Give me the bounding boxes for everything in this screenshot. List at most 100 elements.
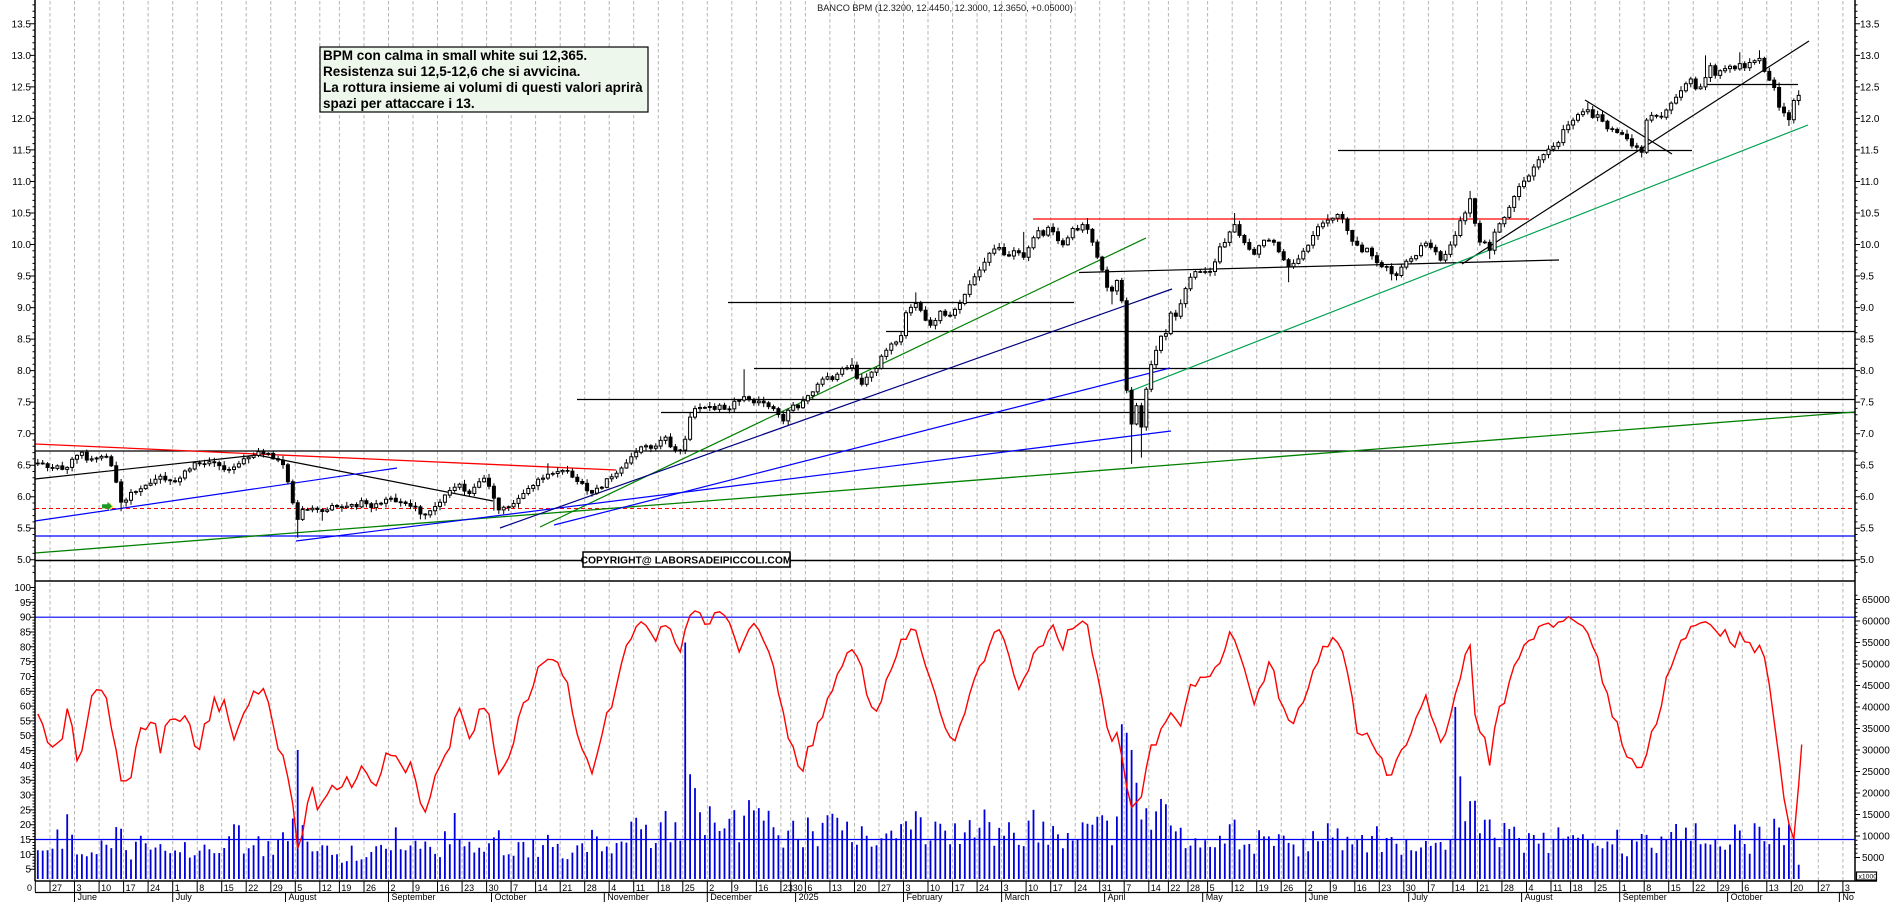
svg-text:65000: 65000	[1862, 595, 1890, 606]
svg-text:21: 21	[562, 883, 572, 893]
svg-text:10.5: 10.5	[12, 209, 32, 220]
svg-text:8.0: 8.0	[17, 366, 31, 377]
svg-text:April: April	[1108, 892, 1126, 902]
svg-text:12.5: 12.5	[12, 82, 32, 93]
svg-text:20: 20	[20, 820, 32, 831]
svg-text:6.0: 6.0	[17, 492, 31, 503]
svg-text:90: 90	[20, 613, 32, 624]
svg-text:28: 28	[1504, 883, 1514, 893]
svg-text:19: 19	[341, 883, 351, 893]
svg-text:7: 7	[1430, 883, 1435, 893]
svg-text:9.5: 9.5	[1860, 272, 1874, 283]
svg-text:27: 27	[52, 883, 62, 893]
svg-text:COPYRIGHT@ LABORSADEIPICCOLI.C: COPYRIGHT@ LABORSADEIPICCOLI.COM	[581, 556, 792, 567]
svg-text:November: November	[607, 892, 649, 902]
svg-text:27: 27	[881, 883, 891, 893]
svg-text:10000: 10000	[1862, 832, 1890, 843]
svg-text:95: 95	[20, 598, 32, 609]
svg-text:25: 25	[20, 805, 32, 816]
svg-text:28: 28	[587, 883, 597, 893]
svg-text:40: 40	[20, 761, 32, 772]
svg-text:30: 30	[1406, 883, 1416, 893]
svg-text:6: 6	[807, 883, 812, 893]
svg-text:7.0: 7.0	[1860, 429, 1874, 440]
svg-text:October: October	[495, 892, 527, 902]
svg-text:26: 26	[366, 883, 376, 893]
svg-text:x1000: x1000	[1859, 874, 1878, 881]
svg-text:December: December	[710, 892, 752, 902]
svg-text:10: 10	[930, 883, 940, 893]
svg-text:7: 7	[1126, 883, 1131, 893]
svg-text:September: September	[392, 892, 436, 902]
svg-text:85: 85	[20, 628, 32, 639]
svg-text:23: 23	[464, 883, 474, 893]
svg-text:10: 10	[20, 850, 32, 861]
svg-text:10.0: 10.0	[1860, 240, 1880, 251]
svg-text:55000: 55000	[1862, 638, 1890, 649]
svg-text:3: 3	[1004, 883, 1009, 893]
svg-text:BANCO BPM (12.3200, 12.4450, 1: BANCO BPM (12.3200, 12.4450, 12.3000, 12…	[817, 3, 1073, 13]
svg-text:5: 5	[297, 883, 302, 893]
svg-text:13.5: 13.5	[12, 19, 32, 30]
svg-text:2: 2	[709, 883, 714, 893]
svg-text:50: 50	[20, 731, 32, 742]
svg-text:11.0: 11.0	[1860, 177, 1879, 188]
svg-text:15: 15	[20, 835, 32, 846]
svg-text:July: July	[176, 892, 193, 902]
svg-text:5.5: 5.5	[17, 524, 31, 535]
svg-text:60: 60	[20, 702, 32, 713]
svg-text:13: 13	[832, 883, 842, 893]
svg-text:35000: 35000	[1862, 724, 1890, 735]
svg-text:12.0: 12.0	[1860, 114, 1880, 125]
svg-text:9: 9	[415, 883, 420, 893]
svg-text:35: 35	[20, 776, 32, 787]
svg-text:100: 100	[14, 583, 31, 594]
svg-text:8.5: 8.5	[17, 335, 31, 346]
svg-text:12.0: 12.0	[12, 114, 32, 125]
svg-text:8.5: 8.5	[1860, 335, 1874, 346]
svg-text:11: 11	[636, 883, 645, 893]
svg-text:0: 0	[27, 883, 32, 893]
svg-text:June: June	[1309, 892, 1329, 902]
svg-text:5.5: 5.5	[1860, 524, 1874, 535]
svg-text:14: 14	[1455, 883, 1465, 893]
svg-text:16: 16	[758, 883, 768, 893]
svg-text:13.0: 13.0	[12, 51, 32, 62]
svg-text:22: 22	[1695, 883, 1705, 893]
svg-text:4: 4	[1529, 883, 1534, 893]
svg-text:24: 24	[979, 883, 989, 893]
svg-text:30: 30	[489, 883, 499, 893]
svg-text:14: 14	[1151, 883, 1161, 893]
svg-text:May: May	[1206, 892, 1224, 902]
svg-text:30000: 30000	[1862, 746, 1890, 757]
svg-text:25000: 25000	[1862, 767, 1890, 778]
svg-text:2: 2	[1308, 883, 1313, 893]
svg-text:6: 6	[1744, 883, 1749, 893]
svg-text:9: 9	[1332, 883, 1337, 893]
svg-text:16: 16	[1357, 883, 1367, 893]
svg-text:5: 5	[1210, 883, 1215, 893]
svg-text:August: August	[1525, 892, 1554, 902]
svg-text:3: 3	[77, 883, 82, 893]
svg-text:19: 19	[1259, 883, 1269, 893]
svg-text:October: October	[1731, 892, 1763, 902]
svg-text:La rottura insieme ai volumi d: La rottura insieme ai volumi di questi v…	[323, 80, 643, 95]
svg-text:4: 4	[611, 883, 616, 893]
svg-text:22: 22	[248, 883, 258, 893]
svg-text:24: 24	[1077, 883, 1087, 893]
svg-text:17: 17	[955, 883, 965, 893]
svg-text:31: 31	[1102, 883, 1112, 893]
svg-text:55: 55	[20, 716, 32, 727]
svg-text:11: 11	[1553, 883, 1562, 893]
svg-text:21: 21	[1479, 883, 1489, 893]
svg-text:7.0: 7.0	[17, 429, 31, 440]
svg-text:8: 8	[199, 883, 204, 893]
svg-text:17: 17	[126, 883, 136, 893]
svg-text:12: 12	[1234, 883, 1244, 893]
svg-text:40000: 40000	[1862, 703, 1890, 714]
svg-text:10: 10	[101, 883, 111, 893]
svg-text:Resistenza sui 12,5-12,6 che s: Resistenza sui 12,5-12,6 che si avvicina…	[323, 64, 580, 79]
svg-text:25: 25	[1597, 883, 1607, 893]
svg-text:45000: 45000	[1862, 681, 1890, 692]
svg-text:13: 13	[1769, 883, 1779, 893]
